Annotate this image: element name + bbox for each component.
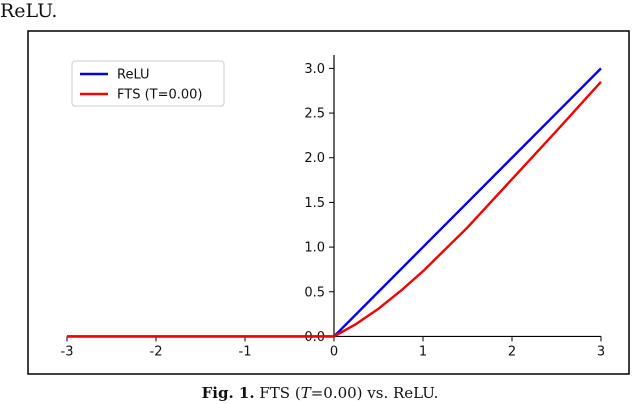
figure-caption: Fig. 1. FTS (T=0.00) vs. ReLU.: [0, 384, 640, 402]
x-tick-label-3: 0: [330, 344, 338, 359]
x-tick-label-4: 1: [419, 344, 427, 359]
x-tick-label-0: -3: [61, 344, 74, 359]
y-tick-label-4: 2.0: [304, 151, 325, 166]
caption-text-b: =0.00) vs. ReLU.: [310, 384, 439, 402]
x-tick-label-5: 2: [508, 344, 516, 359]
legend-box: [71, 60, 225, 107]
plot-area: -3 -2 -1 0 1 2 30.00.51.01.52.02.53.0: [61, 55, 605, 359]
top-text-fragment: ReLU.: [0, 0, 58, 22]
x-tick-label-1: -2: [150, 344, 163, 359]
caption-text-a: FTS (: [259, 384, 301, 402]
y-tick-label-2: 1.0: [304, 241, 325, 256]
y-tick-label-1: 0.5: [304, 285, 325, 300]
legend-label-0: ReLU: [117, 68, 150, 83]
y-tick-label-5: 2.5: [304, 107, 325, 122]
legend-label-1: FTS (T=0.00): [117, 88, 203, 103]
y-tick-label-6: 3.0: [304, 62, 325, 77]
caption-label: Fig. 1.: [201, 384, 255, 402]
x-tick-label-6: 3: [597, 344, 605, 359]
x-tick-label-2: -1: [239, 344, 252, 359]
series-line-1: [67, 80, 602, 338]
caption-variable: T: [300, 384, 311, 402]
legend: ReLU FTS (T=0.00): [71, 60, 225, 107]
y-tick-label-3: 1.5: [304, 196, 325, 211]
